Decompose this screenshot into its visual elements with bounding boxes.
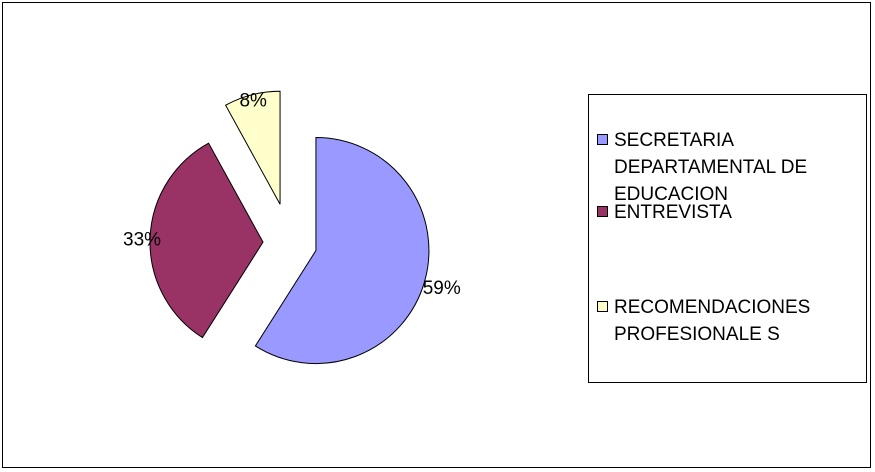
data-label-recomendaciones: 8% bbox=[239, 91, 267, 112]
legend-swatch-recomendaciones bbox=[597, 301, 608, 312]
pie-chart: 59% 33% 8% bbox=[123, 90, 461, 364]
legend-label-recomendaciones: RECOMENDACIONES PROFESIONALE S bbox=[614, 297, 811, 345]
legend-item-recomendaciones: RECOMENDACIONES PROFESIONALE S bbox=[597, 294, 864, 348]
legend: SECRETARIA DEPARTAMENTAL DE EDUCACION EN… bbox=[588, 94, 867, 383]
legend-label-secretaria: SECRETARIA DEPARTAMENTAL DE EDUCACION bbox=[614, 130, 808, 205]
legend-swatch-entrevista bbox=[597, 206, 608, 217]
pie-slice-secretaria bbox=[254, 137, 430, 364]
legend-label-entrevista: ENTREVISTA bbox=[614, 202, 732, 223]
data-label-entrevista: 33% bbox=[123, 229, 161, 250]
legend-item-secretaria: SECRETARIA DEPARTAMENTAL DE EDUCACION bbox=[597, 127, 864, 208]
legend-item-entrevista: ENTREVISTA bbox=[597, 199, 864, 226]
pie-slice-entrevista bbox=[149, 142, 264, 339]
legend-swatch-secretaria bbox=[597, 134, 608, 145]
pie-slice-recomendaciones bbox=[224, 90, 281, 205]
data-label-secretaria: 59% bbox=[423, 278, 461, 299]
